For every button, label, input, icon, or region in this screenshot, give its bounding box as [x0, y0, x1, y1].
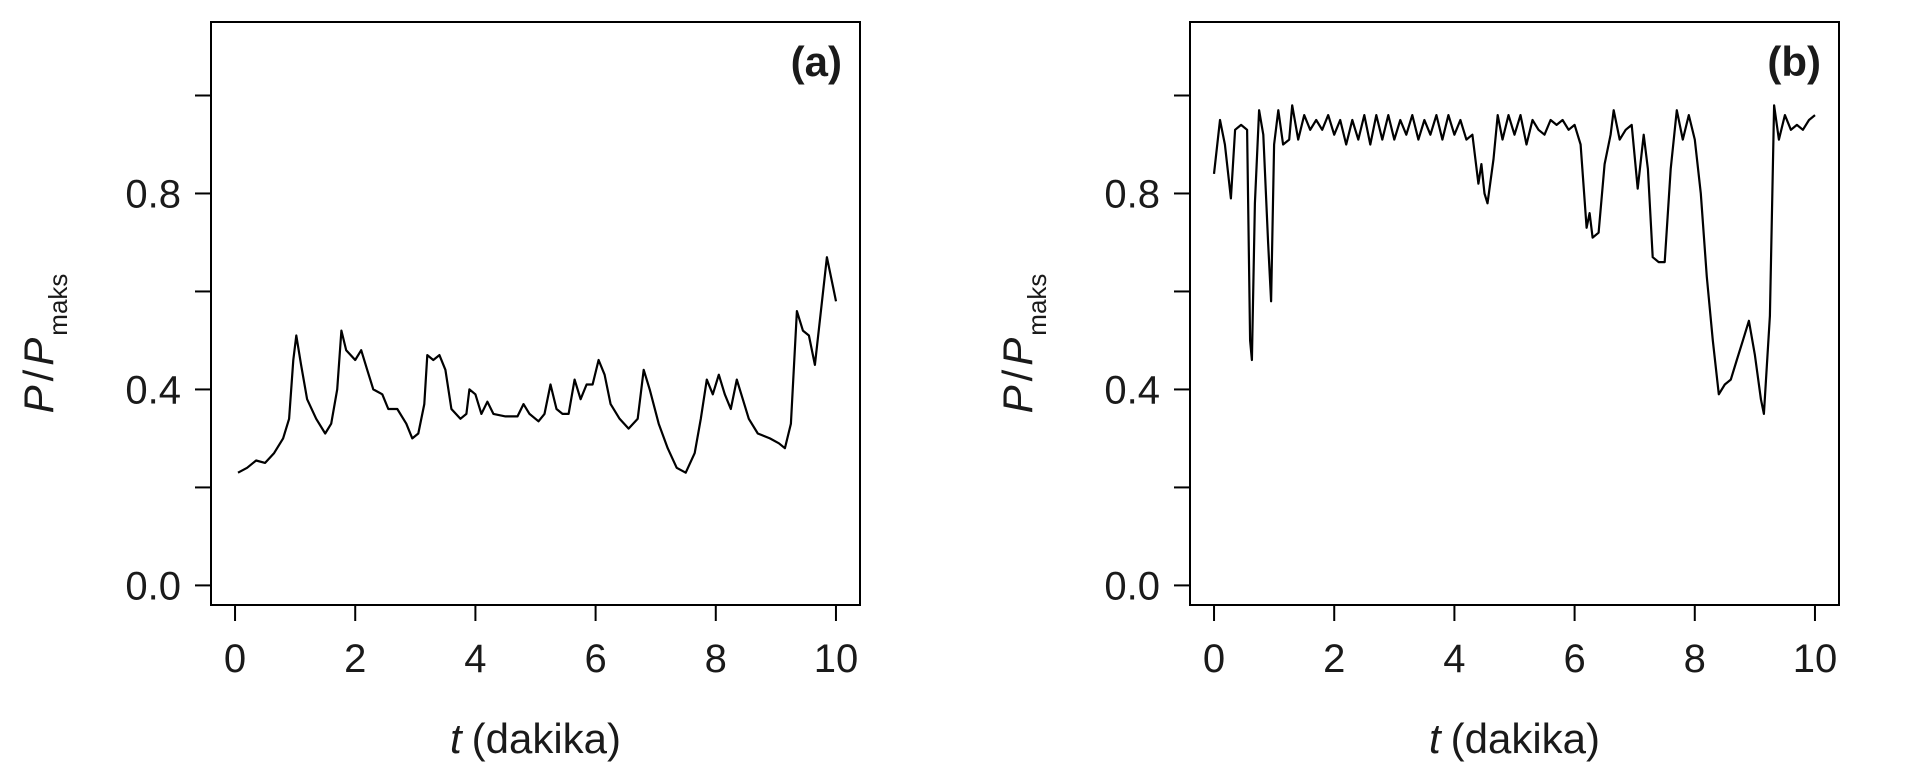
y-tick-label: 0.0 — [1104, 564, 1160, 608]
x-axis-label: t (dakika) — [450, 715, 621, 762]
x-tick-label: 2 — [1323, 637, 1345, 681]
y-tick-label: 0.0 — [125, 564, 181, 608]
y-label-denominator: P — [15, 338, 62, 366]
x-tick-label: 4 — [1443, 637, 1465, 681]
y-label-subscript: maks — [1022, 274, 1052, 336]
x-label-variable: t — [450, 715, 464, 762]
y-tick-label: 0.8 — [1104, 172, 1160, 216]
panel-label: (b) — [1767, 38, 1821, 85]
y-tick-label: 0.4 — [125, 368, 181, 412]
x-tick-label: 0 — [1203, 637, 1225, 681]
y-label-denominator: P — [994, 338, 1041, 366]
x-tick-label: 8 — [1684, 637, 1706, 681]
y-label-slash: / — [994, 369, 1041, 381]
x-tick-label: 4 — [464, 637, 486, 681]
x-tick-label: 2 — [344, 637, 366, 681]
y-tick-label: 0.8 — [125, 172, 181, 216]
plot-frame — [1189, 21, 1840, 606]
x-axis-label: t (dakika) — [1429, 715, 1600, 762]
data-line — [237, 256, 838, 474]
y-label-slash: / — [15, 369, 62, 381]
x-tick-label: 6 — [584, 637, 606, 681]
x-label-unit: (dakika) — [472, 715, 621, 762]
data-line — [1212, 104, 1816, 415]
x-tick-label: 10 — [1793, 637, 1838, 681]
x-tick-label: 8 — [705, 637, 727, 681]
x-label-variable: t — [1429, 715, 1443, 762]
y-axis-label: P / Pmaks — [994, 274, 1052, 414]
panel: 0 2 4 6 8 10 0.0 0.4 0.8 (b) t (dakika) P / Pmaks — [994, 21, 1840, 762]
x-tick-label: 0 — [224, 637, 246, 681]
y-label-numerator: P — [994, 385, 1041, 413]
panel: 0 2 4 6 8 10 0.0 0.4 0.8 (a) t (dakika) P / Pmaks — [15, 21, 861, 762]
x-tick-label: 10 — [814, 637, 859, 681]
plot-frame — [210, 21, 861, 606]
y-tick-label: 0.4 — [1104, 368, 1160, 412]
y-axis-label: P / Pmaks — [15, 274, 73, 414]
y-label-subscript: maks — [43, 274, 73, 336]
x-label-unit: (dakika) — [1451, 715, 1600, 762]
y-label-numerator: P — [15, 385, 62, 413]
x-tick-label: 6 — [1563, 637, 1585, 681]
panel-label: (a) — [791, 38, 842, 85]
